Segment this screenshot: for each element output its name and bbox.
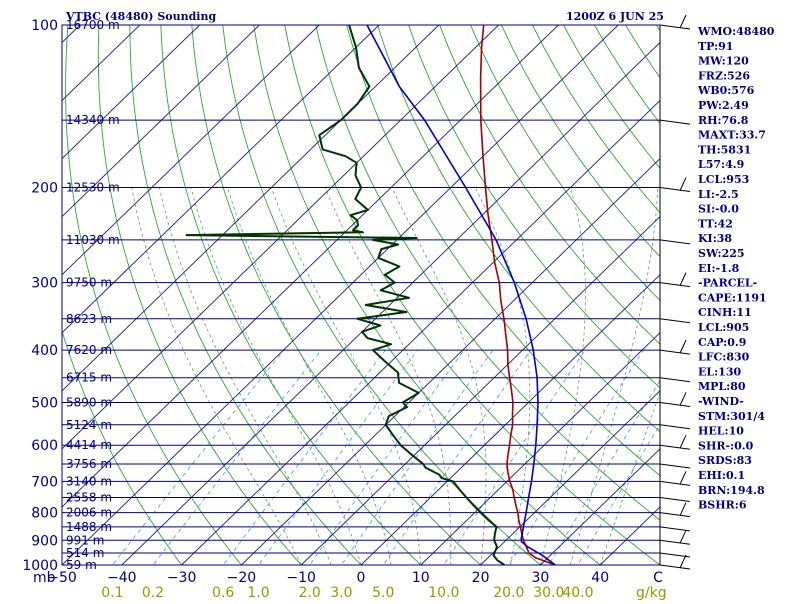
index-entry: PW:2.49: [698, 99, 749, 112]
height-label: 5890 m: [66, 395, 112, 409]
mixing-ratio-label: 2.0: [299, 585, 321, 600]
chart-time: 1200Z 6 JUN 25: [566, 10, 664, 23]
height-label: 3756 m: [66, 457, 112, 471]
height-label: 12530 m: [66, 181, 120, 195]
height-label: 6715 m: [66, 371, 112, 385]
index-entry: WMO:48480: [697, 25, 775, 38]
temperature-tick-label: −20: [227, 570, 257, 586]
index-entry: MPL:80: [698, 380, 746, 393]
index-entry: BSHR:6: [698, 499, 747, 512]
index-entry: CINH:11: [698, 306, 752, 319]
index-entry: SI:-0.0: [698, 203, 739, 216]
mixing-ratio-unit: g/kg: [636, 585, 667, 600]
chart-title: VTBC (48480) Sounding: [65, 10, 216, 23]
index-entry: KI:38: [698, 232, 732, 245]
x-axis-suffix: C: [653, 570, 663, 586]
pressure-label: 100: [31, 18, 58, 34]
index-entry: LI:-2.5: [698, 188, 739, 201]
index-entry: RH:76.8: [698, 114, 749, 127]
index-entry: LCL:905: [698, 321, 749, 334]
temperature-tick-label: 30: [531, 570, 549, 586]
index-entry: HEL:10: [698, 425, 744, 438]
mixing-ratio-label: 40.0: [562, 585, 593, 600]
index-entry: LFC:830: [698, 351, 750, 364]
mixing-ratio-label: 3.0: [330, 585, 352, 600]
index-entry: MW:120: [698, 55, 749, 68]
height-label: 2006 m: [66, 506, 112, 520]
index-entry: LCL:953: [698, 173, 749, 186]
temperature-tick-label: 10: [412, 570, 430, 586]
height-label: 7620 m: [66, 343, 112, 357]
index-entry: WB0:576: [697, 84, 755, 97]
temperature-tick-label: 40: [591, 570, 609, 586]
index-entry: EHI:0.1: [698, 469, 745, 482]
index-entry: TH:5831: [698, 143, 751, 156]
pressure-label: 900: [31, 533, 58, 549]
mixing-ratio-label: 30.0: [533, 585, 564, 600]
index-entry: FRZ:526: [698, 69, 750, 82]
mixing-ratio-label: 5.0: [372, 585, 394, 600]
height-label: 3140 m: [66, 474, 112, 488]
height-label: 1488 m: [66, 520, 112, 534]
height-label: 4414 m: [66, 438, 112, 452]
index-entry: EL:130: [698, 365, 741, 378]
height-label: 9750 m: [66, 276, 112, 290]
index-entry: CAPE:1191: [698, 291, 767, 304]
mixing-ratio-label: 1.0: [247, 585, 269, 600]
index-entry: BRN:194.8: [698, 484, 765, 497]
mixing-ratio-label: 0.1: [101, 585, 123, 600]
index-entry: CAP:0.9: [698, 336, 746, 349]
index-entry: SW:225: [698, 247, 745, 260]
mixing-ratio-label: 0.2: [142, 585, 164, 600]
index-entry: EI:-1.8: [698, 262, 740, 275]
index-entry: -WIND-: [698, 395, 744, 408]
temperature-tick-label: −30: [167, 570, 197, 586]
pressure-label: 700: [31, 474, 58, 490]
index-entry: SRDS:83: [698, 454, 752, 467]
index-entry: TP:91: [698, 40, 733, 53]
pressure-label: 200: [31, 181, 58, 197]
temperature-tick-label: 20: [472, 570, 490, 586]
index-entry: L57:4.9: [698, 158, 744, 171]
height-label: 14340 m: [66, 113, 120, 127]
pressure-label: 800: [31, 506, 58, 522]
height-label: 2558 m: [66, 491, 112, 505]
pressure-label: 300: [31, 276, 58, 292]
pressure-label: 500: [31, 395, 58, 411]
index-entry: -PARCEL-: [698, 277, 757, 290]
pressure-label: 400: [31, 343, 58, 359]
height-label: 5124 m: [66, 418, 112, 432]
mixing-ratio-label: 20.0: [493, 585, 524, 600]
temperature-tick-label: −40: [107, 570, 137, 586]
mixing-ratio-label: 10.0: [428, 585, 459, 600]
pressure-label: 600: [31, 438, 58, 454]
temperature-tick-label: 0: [357, 570, 366, 586]
index-entry: STM:301/4: [698, 410, 765, 423]
height-label: 11030 m: [66, 233, 120, 247]
index-entry: SHR-:0.0: [698, 439, 754, 452]
temperature-tick-label: −50: [47, 570, 77, 586]
temperature-tick-label: −10: [286, 570, 316, 586]
mixing-ratio-label: 0.6: [212, 585, 234, 600]
index-entry: MAXT:33.7: [698, 129, 766, 142]
height-label: 8623 m: [66, 312, 112, 326]
index-entry: TT:42: [698, 217, 733, 230]
